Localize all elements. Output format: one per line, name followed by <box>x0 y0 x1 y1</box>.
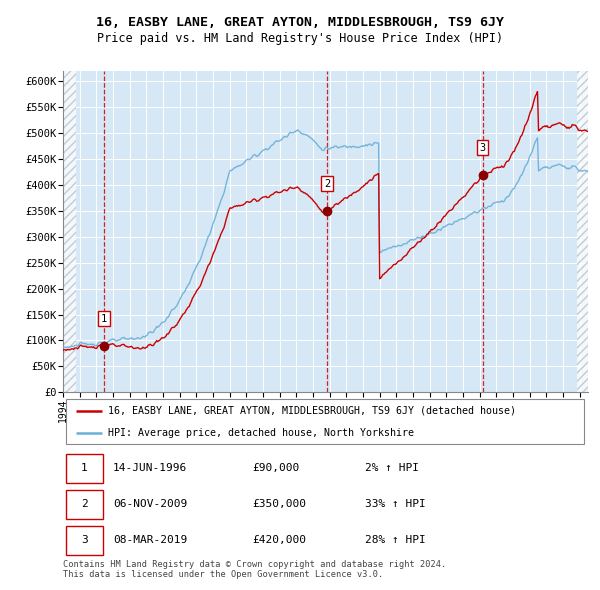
Bar <box>577 71 588 392</box>
Text: HPI: Average price, detached house, North Yorkshire: HPI: Average price, detached house, Nort… <box>107 428 413 438</box>
Text: 08-MAR-2019: 08-MAR-2019 <box>113 535 187 545</box>
Text: £420,000: £420,000 <box>252 535 306 545</box>
Text: 14-JUN-1996: 14-JUN-1996 <box>113 463 187 473</box>
Text: 28% ↑ HPI: 28% ↑ HPI <box>365 535 425 545</box>
Text: 16, EASBY LANE, GREAT AYTON, MIDDLESBROUGH, TS9 6JY (detached house): 16, EASBY LANE, GREAT AYTON, MIDDLESBROU… <box>107 405 515 415</box>
Text: 06-NOV-2009: 06-NOV-2009 <box>113 499 187 509</box>
Text: Price paid vs. HM Land Registry's House Price Index (HPI): Price paid vs. HM Land Registry's House … <box>97 32 503 45</box>
Text: £350,000: £350,000 <box>252 499 306 509</box>
Bar <box>63 71 76 392</box>
Text: £90,000: £90,000 <box>252 463 299 473</box>
FancyBboxPatch shape <box>65 490 103 519</box>
Text: 16, EASBY LANE, GREAT AYTON, MIDDLESBROUGH, TS9 6JY: 16, EASBY LANE, GREAT AYTON, MIDDLESBROU… <box>96 16 504 29</box>
FancyBboxPatch shape <box>65 526 103 555</box>
Text: 3: 3 <box>479 143 486 153</box>
Text: 1: 1 <box>101 314 107 324</box>
Text: 33% ↑ HPI: 33% ↑ HPI <box>365 499 425 509</box>
FancyBboxPatch shape <box>65 454 103 483</box>
FancyBboxPatch shape <box>65 398 584 444</box>
Text: 1: 1 <box>81 463 88 473</box>
Text: 2: 2 <box>324 179 330 189</box>
Text: 2% ↑ HPI: 2% ↑ HPI <box>365 463 419 473</box>
Text: 2: 2 <box>81 499 88 509</box>
Text: 3: 3 <box>81 535 88 545</box>
Text: Contains HM Land Registry data © Crown copyright and database right 2024.
This d: Contains HM Land Registry data © Crown c… <box>63 560 446 579</box>
